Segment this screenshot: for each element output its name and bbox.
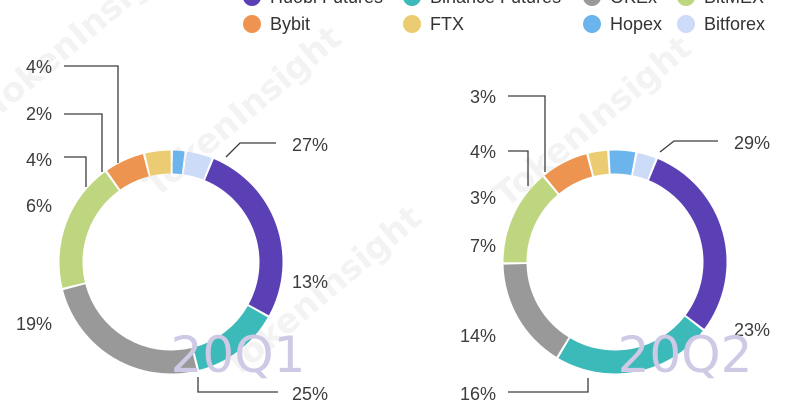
- leader-line: [659, 140, 718, 153]
- slice-hopex: [609, 150, 636, 175]
- legend-label: FTX: [430, 14, 464, 34]
- slice-bitmex: [59, 172, 119, 288]
- slice-label-bitforex: 4%: [26, 57, 52, 77]
- slice-label-hopex: 2%: [26, 104, 52, 124]
- legend-item-bitmex: BitMEX: [677, 0, 764, 7]
- legend-item-okex: OKEx: [583, 0, 657, 7]
- legend-item-bitforex: Bitforex: [677, 14, 765, 34]
- slice-ftx: [588, 150, 609, 177]
- legend-item-bybit: Bybit: [243, 14, 310, 34]
- slice-bitforex: [183, 151, 212, 180]
- legend-item-ftx: FTX: [403, 14, 464, 34]
- slice-binance-futures: [558, 316, 703, 374]
- legend-swatch: [677, 15, 695, 33]
- leader-line: [225, 142, 276, 158]
- slice-bybit: [544, 154, 593, 194]
- slice-label-huobi-futures: 29%: [734, 133, 770, 153]
- donut-20q2: 29% 23% 16% 14% 7% 3% 4% 3% 20Q2: [460, 87, 770, 402]
- legend-label: Huobi Futures: [270, 0, 383, 7]
- slice-bybit: [107, 154, 149, 190]
- legend: Huobi Futures Binance Futures OKEx BitMEX By…: [243, 0, 765, 34]
- slice-label-bitforex: 3%: [470, 87, 496, 107]
- slice-bitmex: [503, 177, 558, 263]
- leader-line: [64, 65, 119, 163]
- leader-line: [64, 156, 87, 187]
- leader-line: [508, 150, 529, 186]
- legend-swatch: [403, 15, 421, 33]
- slice-label-okex: 25%: [292, 384, 328, 402]
- legend-swatch: [583, 0, 601, 6]
- slice-label-ftx: 3%: [470, 188, 496, 208]
- slice-label-binance-futures: 23%: [734, 320, 770, 340]
- slice-label-binance-futures: 13%: [292, 272, 328, 292]
- donut-charts: 27% 13% 25% 19% 6% 4% 2% 4% 20Q1 29% 23% 16% 14% 7% 3%…: [16, 57, 770, 402]
- legend-label: Bitforex: [704, 14, 765, 34]
- slice-label-bybit: 6%: [26, 196, 52, 216]
- slice-label-okex: 16%: [460, 384, 496, 402]
- legend-swatch: [403, 0, 421, 6]
- slice-okex: [63, 284, 197, 374]
- slice-label-huobi-futures: 27%: [292, 135, 328, 155]
- slice-bitforex: [632, 152, 656, 180]
- slice-huobi-futures: [205, 159, 283, 316]
- slice-okex: [503, 264, 569, 357]
- legend-label: Hopex: [610, 14, 662, 34]
- legend-label: Bybit: [270, 14, 310, 34]
- slice-label-hopex: 4%: [470, 142, 496, 162]
- leader-line: [508, 378, 589, 393]
- slice-huobi-futures: [649, 159, 727, 329]
- legend-item-binance-futures: Binance Futures: [403, 0, 561, 7]
- slice-hopex: [172, 150, 185, 175]
- legend-label: OKEx: [610, 0, 657, 7]
- leader-line: [197, 377, 278, 393]
- slice-ftx: [145, 150, 171, 176]
- slice-label-bybit: 7%: [470, 236, 496, 256]
- legend-swatch: [583, 15, 601, 33]
- legend-item-hopex: Hopex: [583, 14, 662, 34]
- slice-label-bitmex: 14%: [460, 326, 496, 346]
- slice-label-bitmex: 19%: [16, 314, 52, 334]
- legend-label: BitMEX: [704, 0, 764, 7]
- slice-binance-futures: [193, 305, 268, 370]
- legend-swatch: [243, 15, 261, 33]
- legend-item-huobi-futures: Huobi Futures: [243, 0, 383, 7]
- leader-line: [64, 113, 103, 172]
- period-label: 20Q2: [618, 326, 753, 384]
- period-label: 20Q1: [171, 326, 306, 384]
- slice-label-ftx: 4%: [26, 150, 52, 170]
- legend-swatch: [243, 0, 261, 6]
- donut-20q1: 27% 13% 25% 19% 6% 4% 2% 4% 20Q1: [16, 57, 328, 402]
- leader-line: [508, 95, 546, 172]
- legend-label: Binance Futures: [430, 0, 561, 7]
- legend-swatch: [677, 0, 695, 6]
